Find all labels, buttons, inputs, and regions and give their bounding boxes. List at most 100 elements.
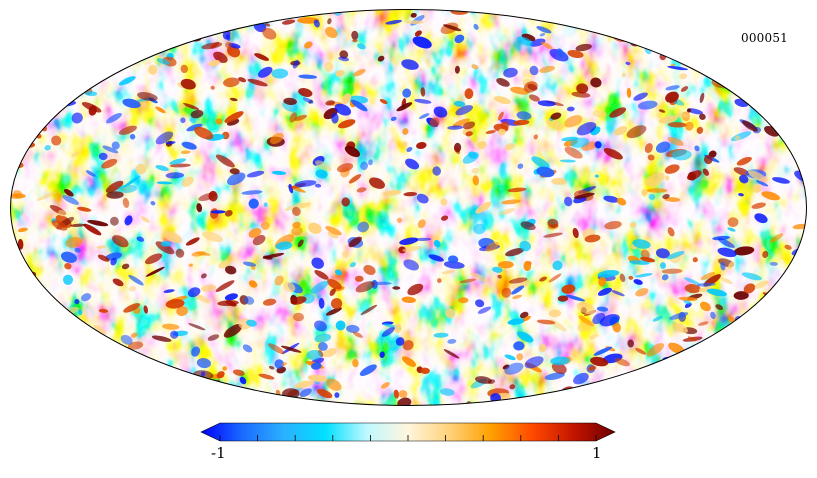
- anisotropy-spot: [71, 151, 80, 158]
- anisotropy-spot: [504, 362, 524, 375]
- anisotropy-spot: [511, 285, 525, 295]
- anisotropy-spot: [306, 349, 322, 361]
- anisotropy-spot: [470, 272, 489, 283]
- anisotropy-spot: [599, 314, 620, 327]
- anisotropy-spot: [592, 110, 607, 118]
- anisotropy-spot: [155, 131, 174, 145]
- anisotropy-spot: [223, 77, 240, 88]
- anisotropy-spot: [180, 150, 191, 155]
- anisotropy-spot: [352, 69, 366, 77]
- anisotropy-spot: [699, 301, 711, 312]
- anisotropy-spot: [628, 275, 634, 280]
- anisotropy-spot: [51, 344, 56, 349]
- anisotropy-spot: [734, 135, 741, 141]
- sky-map-body: [10, 9, 807, 406]
- anisotropy-spot: [513, 341, 525, 351]
- anisotropy-spot: [370, 281, 392, 285]
- anisotropy-spot: [680, 15, 687, 23]
- anisotropy-spot: [244, 296, 255, 305]
- anisotropy-spot: [324, 61, 334, 72]
- anisotropy-spot: [38, 60, 56, 65]
- anisotropy-spot: [529, 94, 540, 102]
- anisotropy-spot: [349, 262, 356, 268]
- anisotropy-spot: [733, 246, 755, 256]
- anisotropy-spot: [327, 278, 342, 290]
- anisotropy-spot: [772, 177, 790, 184]
- anisotropy-spot: [699, 113, 706, 120]
- anisotropy-spot: [443, 24, 462, 32]
- anisotropy-spot: [74, 247, 81, 253]
- anisotropy-spot: [784, 380, 807, 392]
- anisotropy-spot: [647, 154, 655, 161]
- anisotropy-spot: [238, 77, 247, 83]
- anisotropy-spot: [316, 388, 333, 399]
- anisotropy-spot: [539, 33, 546, 37]
- anisotropy-spot: [710, 52, 715, 58]
- anisotropy-spot: [194, 126, 214, 140]
- anisotropy-spot: [671, 149, 692, 161]
- anisotropy-spot: [475, 201, 492, 214]
- anisotropy-spot: [536, 26, 552, 34]
- anisotropy-spot: [628, 385, 648, 391]
- anisotropy-spot: [232, 369, 245, 376]
- anisotropy-spot: [284, 202, 304, 211]
- sky-map-outline: [10, 9, 807, 406]
- anisotropy-spot: [315, 169, 328, 179]
- anisotropy-spot: [95, 20, 109, 30]
- anisotropy-spot: [217, 300, 239, 307]
- anisotropy-spot: [551, 177, 567, 185]
- anisotropy-spot: [111, 141, 120, 150]
- anisotropy-spot: [738, 193, 744, 197]
- anisotropy-spot: [257, 66, 273, 78]
- anisotropy-spot: [10, 286, 17, 295]
- anisotropy-spot: [755, 99, 763, 110]
- anisotropy-spot: [14, 379, 19, 385]
- anisotropy-spot: [406, 20, 424, 25]
- anisotropy-spot: [357, 43, 366, 50]
- anisotropy-spot: [551, 362, 567, 374]
- anisotropy-spot: [135, 163, 147, 175]
- anisotropy-spot: [123, 175, 141, 188]
- anisotropy-spot: [492, 266, 503, 273]
- anisotropy-spot: [180, 64, 189, 74]
- anisotropy-spot: [331, 112, 339, 124]
- anisotropy-spot: [471, 167, 480, 174]
- anisotropy-spot: [668, 342, 685, 355]
- anisotropy-spot: [298, 202, 311, 209]
- anisotropy-spot: [667, 137, 684, 146]
- anisotropy-spot: [185, 237, 200, 246]
- anisotropy-spot: [662, 194, 670, 199]
- anisotropy-spot: [225, 41, 232, 49]
- anisotropy-spot: [165, 172, 184, 179]
- anisotropy-spot: [790, 344, 804, 353]
- anisotropy-spot: [34, 68, 53, 74]
- anisotropy-spot: [64, 262, 72, 270]
- anisotropy-spot: [101, 158, 118, 169]
- anisotropy-spot: [459, 278, 477, 284]
- anisotropy-spot: [186, 123, 203, 132]
- anisotropy-spot: [453, 100, 466, 107]
- anisotropy-spot: [516, 353, 524, 361]
- anisotropy-spot: [635, 347, 647, 355]
- anisotropy-spot: [715, 304, 724, 311]
- anisotropy-spot: [207, 334, 220, 341]
- anisotropy-spot: [576, 302, 596, 315]
- anisotropy-spot: [198, 192, 217, 202]
- anisotropy-spot: [38, 41, 60, 54]
- anisotropy-spot: [363, 265, 376, 275]
- anisotropy-spot: [436, 278, 442, 283]
- anisotropy-spot: [271, 170, 287, 175]
- anisotropy-spot: [686, 108, 692, 113]
- anisotropy-spot: [799, 249, 807, 259]
- anisotropy-spot: [403, 259, 419, 271]
- anisotropy-spot: [401, 296, 416, 304]
- anisotropy-spot: [676, 33, 698, 39]
- anisotropy-spot: [679, 73, 688, 80]
- anisotropy-spot: [712, 235, 731, 241]
- anisotropy-spot: [729, 357, 736, 368]
- anisotropy-spot: [335, 269, 342, 276]
- anisotropy-spot: [497, 111, 504, 121]
- anisotropy-spot: [215, 118, 223, 125]
- anisotropy-spot: [281, 362, 287, 367]
